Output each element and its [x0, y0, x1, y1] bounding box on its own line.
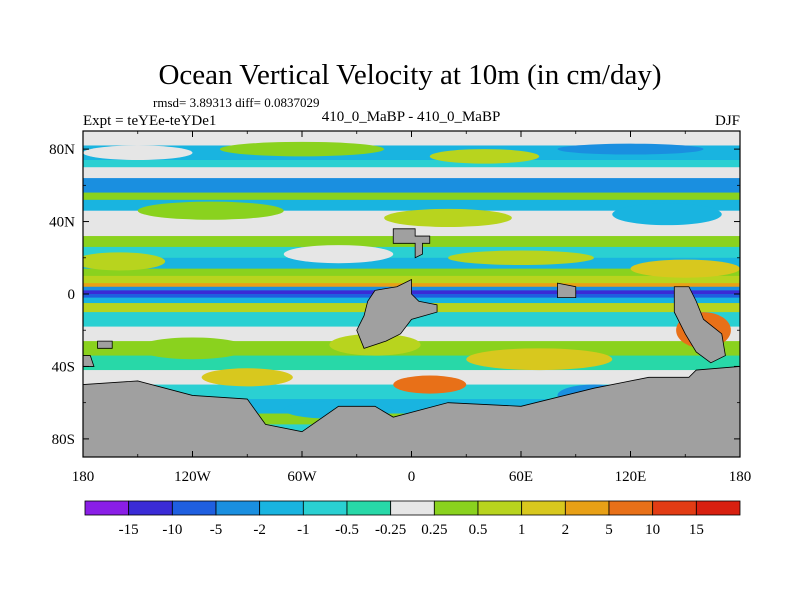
field-anomaly — [466, 348, 613, 371]
colorbar: -15 -10 -5 -2 -1 -0.5 -0.25 0.25 0.5 1 2 5 10 15 — [84, 500, 741, 538]
field-band — [83, 326, 740, 342]
colorbar-swatch — [84, 500, 130, 516]
center-label: 410_0_MaBP - 410_0_MaBP — [322, 109, 501, 125]
field-band — [83, 131, 740, 147]
field-anomaly — [448, 250, 594, 266]
field-band — [83, 192, 740, 201]
field-anomaly — [630, 259, 740, 278]
colorbar-swatch — [433, 500, 479, 516]
y-axis: 80N 40N 0 40S 80S — [49, 142, 740, 448]
colorbar-swatch — [390, 500, 435, 516]
field-anomaly — [137, 337, 248, 360]
field-anomaly — [219, 141, 385, 157]
colorbar-swatch — [346, 500, 392, 516]
field-anomaly — [393, 375, 467, 394]
colorbar-label: -0.5 — [335, 522, 359, 538]
colorbar-label: 0.5 — [469, 522, 488, 538]
land-mass — [83, 366, 740, 457]
x-tick-label: 120W — [174, 469, 212, 485]
colorbar-swatch — [477, 500, 523, 516]
colorbar-label: 5 — [605, 522, 613, 538]
field-anomaly — [429, 149, 540, 164]
field-band — [83, 199, 740, 212]
colorbar-swatch — [171, 500, 217, 516]
field-band — [83, 268, 740, 277]
field-band — [83, 257, 740, 270]
field-anomaly — [384, 208, 512, 227]
stats-text: rmsd= 3.89313 diff= 0.0837029 — [153, 95, 319, 110]
field-band — [83, 167, 740, 179]
colorbar-swatch — [128, 500, 173, 516]
colorbar-label: -0.25 — [375, 522, 406, 538]
colorbar-label: 2 — [562, 522, 570, 538]
colorbar-label: -15 — [119, 522, 139, 538]
land-mass — [392, 228, 431, 259]
right-label: DJF — [715, 113, 740, 129]
field-band — [83, 159, 740, 168]
land-mass — [557, 282, 577, 299]
field-band — [83, 246, 740, 259]
colorbar-swatch — [215, 500, 261, 516]
colorbar-swatch — [521, 500, 566, 516]
colorbar-label: -5 — [210, 522, 223, 538]
colorbar-swatch — [608, 500, 654, 516]
field-band — [83, 178, 740, 194]
y-tick-label: 40N — [49, 215, 75, 231]
field-anomaly — [137, 201, 284, 220]
colorbar-label: 10 — [645, 522, 660, 538]
left-label: Expt = teYEe-teYDe1 — [83, 113, 216, 129]
x-tick-label: 120E — [615, 469, 647, 485]
land-mass — [83, 355, 95, 367]
colorbar-label: -10 — [162, 522, 182, 538]
colorbar-label: -2 — [253, 522, 266, 538]
land-masses — [83, 228, 740, 457]
field-anomaly — [201, 368, 293, 387]
x-tick-label: 60E — [509, 469, 533, 485]
x-tick-label: 180 — [729, 469, 752, 485]
field-anomaly — [83, 252, 166, 271]
colorbar-label: 15 — [689, 522, 704, 538]
colorbar-label: 1 — [518, 522, 526, 538]
x-tick-label: 180 — [72, 469, 95, 485]
y-tick-label: 40S — [52, 359, 75, 375]
land-mass — [97, 340, 113, 349]
x-tick-label: 0 — [408, 469, 416, 485]
y-tick-label: 80N — [49, 142, 75, 158]
y-tick-label: 80S — [52, 432, 75, 448]
y-tick-label: 0 — [68, 287, 76, 303]
colorbar-swatch — [302, 500, 348, 516]
colorbar-swatch — [695, 500, 741, 516]
field-anomaly — [612, 203, 722, 226]
chart-title: Ocean Vertical Velocity at 10m (in cm/da… — [158, 59, 661, 91]
land-mass — [673, 286, 726, 364]
field-anomaly — [283, 245, 394, 264]
x-tick-label: 60W — [287, 469, 317, 485]
field-anomaly — [557, 143, 704, 155]
colorbar-swatch — [564, 500, 610, 516]
colorbar-swatch — [652, 500, 697, 516]
land-mass — [356, 278, 438, 349]
x-axis: 180 120W 60W 0 60E 120E 180 — [72, 131, 752, 485]
colorbar-label: 0.25 — [421, 522, 447, 538]
colorbar-label: -1 — [297, 522, 310, 538]
colorbar-swatch — [259, 500, 304, 516]
field-anomaly — [83, 145, 193, 160]
